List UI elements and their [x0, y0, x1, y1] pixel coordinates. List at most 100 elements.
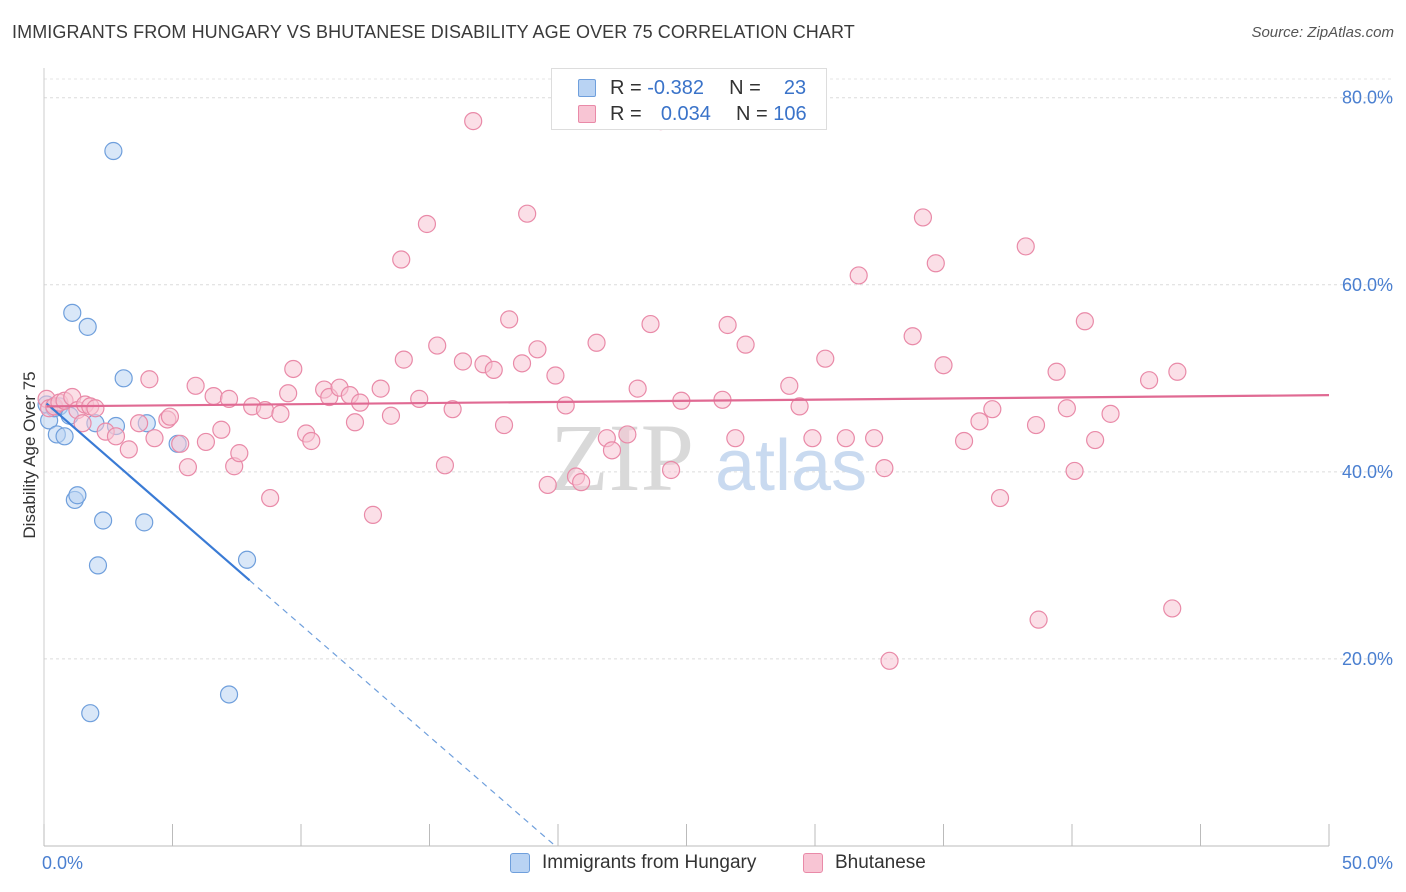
data-point	[140, 370, 159, 389]
watermark-zip: ZIP	[550, 404, 694, 511]
y-tick-label: 40.0%	[1342, 462, 1393, 482]
data-point	[186, 376, 205, 395]
data-point	[78, 317, 97, 336]
data-point	[230, 444, 249, 463]
data-point	[1163, 599, 1182, 618]
trend-line-hungary-extrapolated	[249, 579, 556, 847]
axes	[43, 68, 1330, 847]
data-point	[602, 441, 622, 460]
correlation-legend: R = -0.382 N = 23 R = 0.034 N = 106	[551, 68, 827, 130]
chart-title: IMMIGRANTS FROM HUNGARY VS BHUTANESE DIS…	[12, 22, 855, 42]
data-point	[204, 386, 223, 406]
data-point	[726, 429, 745, 448]
data-point	[1101, 404, 1120, 423]
data-point	[528, 340, 547, 359]
data-point	[836, 429, 855, 448]
data-point	[129, 414, 149, 433]
data-point	[849, 266, 868, 285]
legend-r-value-bhutanese: 0.034	[660, 103, 711, 125]
data-point	[803, 429, 822, 448]
data-point	[145, 429, 164, 448]
data-point	[484, 360, 503, 379]
data-point	[1065, 461, 1084, 481]
series-bhutanese-points	[37, 111, 1187, 670]
bottom-legend-label-hungary: Immigrants from Hungary	[542, 852, 757, 873]
data-point	[500, 310, 519, 329]
x-tick-label-max: 50.0%	[1342, 853, 1393, 873]
data-point	[81, 704, 100, 723]
data-point	[1047, 362, 1066, 381]
bottom-legend-swatch-hungary	[510, 853, 530, 873]
data-point	[1016, 237, 1035, 256]
data-point	[104, 141, 123, 161]
legend-swatch-bhutanese	[578, 105, 596, 123]
data-point	[865, 429, 884, 448]
data-point	[628, 379, 647, 398]
data-point	[556, 396, 575, 415]
data-point	[410, 389, 429, 408]
data-point	[381, 406, 401, 425]
data-point	[435, 456, 455, 475]
data-point	[261, 488, 280, 508]
data-point	[453, 352, 473, 371]
data-point	[1168, 362, 1187, 381]
data-point	[279, 384, 298, 403]
data-point	[428, 336, 447, 355]
data-point	[135, 513, 154, 532]
data-point	[1086, 430, 1105, 450]
data-point	[983, 400, 1002, 419]
data-point	[73, 414, 92, 433]
data-point	[68, 486, 87, 505]
data-point	[212, 420, 231, 439]
y-tick-label: 80.0%	[1342, 88, 1393, 108]
data-point	[219, 685, 239, 704]
data-point	[119, 440, 138, 459]
data-point	[934, 356, 953, 375]
data-point	[494, 415, 514, 435]
data-point	[587, 333, 606, 352]
data-point	[718, 315, 737, 335]
data-point	[394, 350, 413, 369]
data-point	[443, 400, 462, 419]
data-point	[1029, 610, 1048, 629]
y-tick-label: 60.0%	[1342, 275, 1393, 295]
data-point	[178, 458, 198, 477]
data-point	[106, 427, 126, 446]
data-point	[464, 111, 483, 131]
data-point	[63, 303, 82, 322]
y-tick-label: 20.0%	[1342, 649, 1393, 669]
data-point	[196, 432, 216, 452]
source-credit: Source: ZipAtlas.com	[1251, 24, 1394, 41]
data-point	[1075, 312, 1094, 331]
data-point	[371, 379, 390, 398]
data-point	[990, 488, 1010, 508]
data-point	[94, 511, 113, 530]
bottom-legend-swatch-bhutanese	[803, 853, 823, 873]
data-point	[880, 651, 899, 670]
bottom-legend-label-bhutanese: Bhutanese	[835, 852, 926, 873]
data-point	[302, 431, 321, 451]
data-point	[512, 354, 532, 373]
data-point	[903, 327, 922, 346]
legend-n-label: N =	[736, 103, 768, 125]
trend-lines	[45, 394, 1330, 847]
data-point	[237, 550, 257, 569]
data-point	[913, 208, 933, 227]
data-point	[1026, 415, 1046, 435]
legend-n-label: N =	[729, 77, 761, 99]
data-point	[538, 475, 557, 495]
data-point	[875, 459, 894, 478]
data-point	[1057, 399, 1076, 418]
data-point	[780, 376, 799, 395]
watermark: ZIP atlas	[550, 404, 867, 511]
data-point	[171, 434, 190, 453]
x-tick-label-min: 0.0%	[42, 853, 83, 873]
data-point	[790, 397, 809, 416]
data-point	[970, 412, 989, 431]
data-point	[1139, 371, 1159, 390]
data-point	[55, 427, 74, 446]
data-point	[86, 399, 105, 418]
data-point	[954, 431, 974, 451]
data-point	[816, 349, 835, 368]
